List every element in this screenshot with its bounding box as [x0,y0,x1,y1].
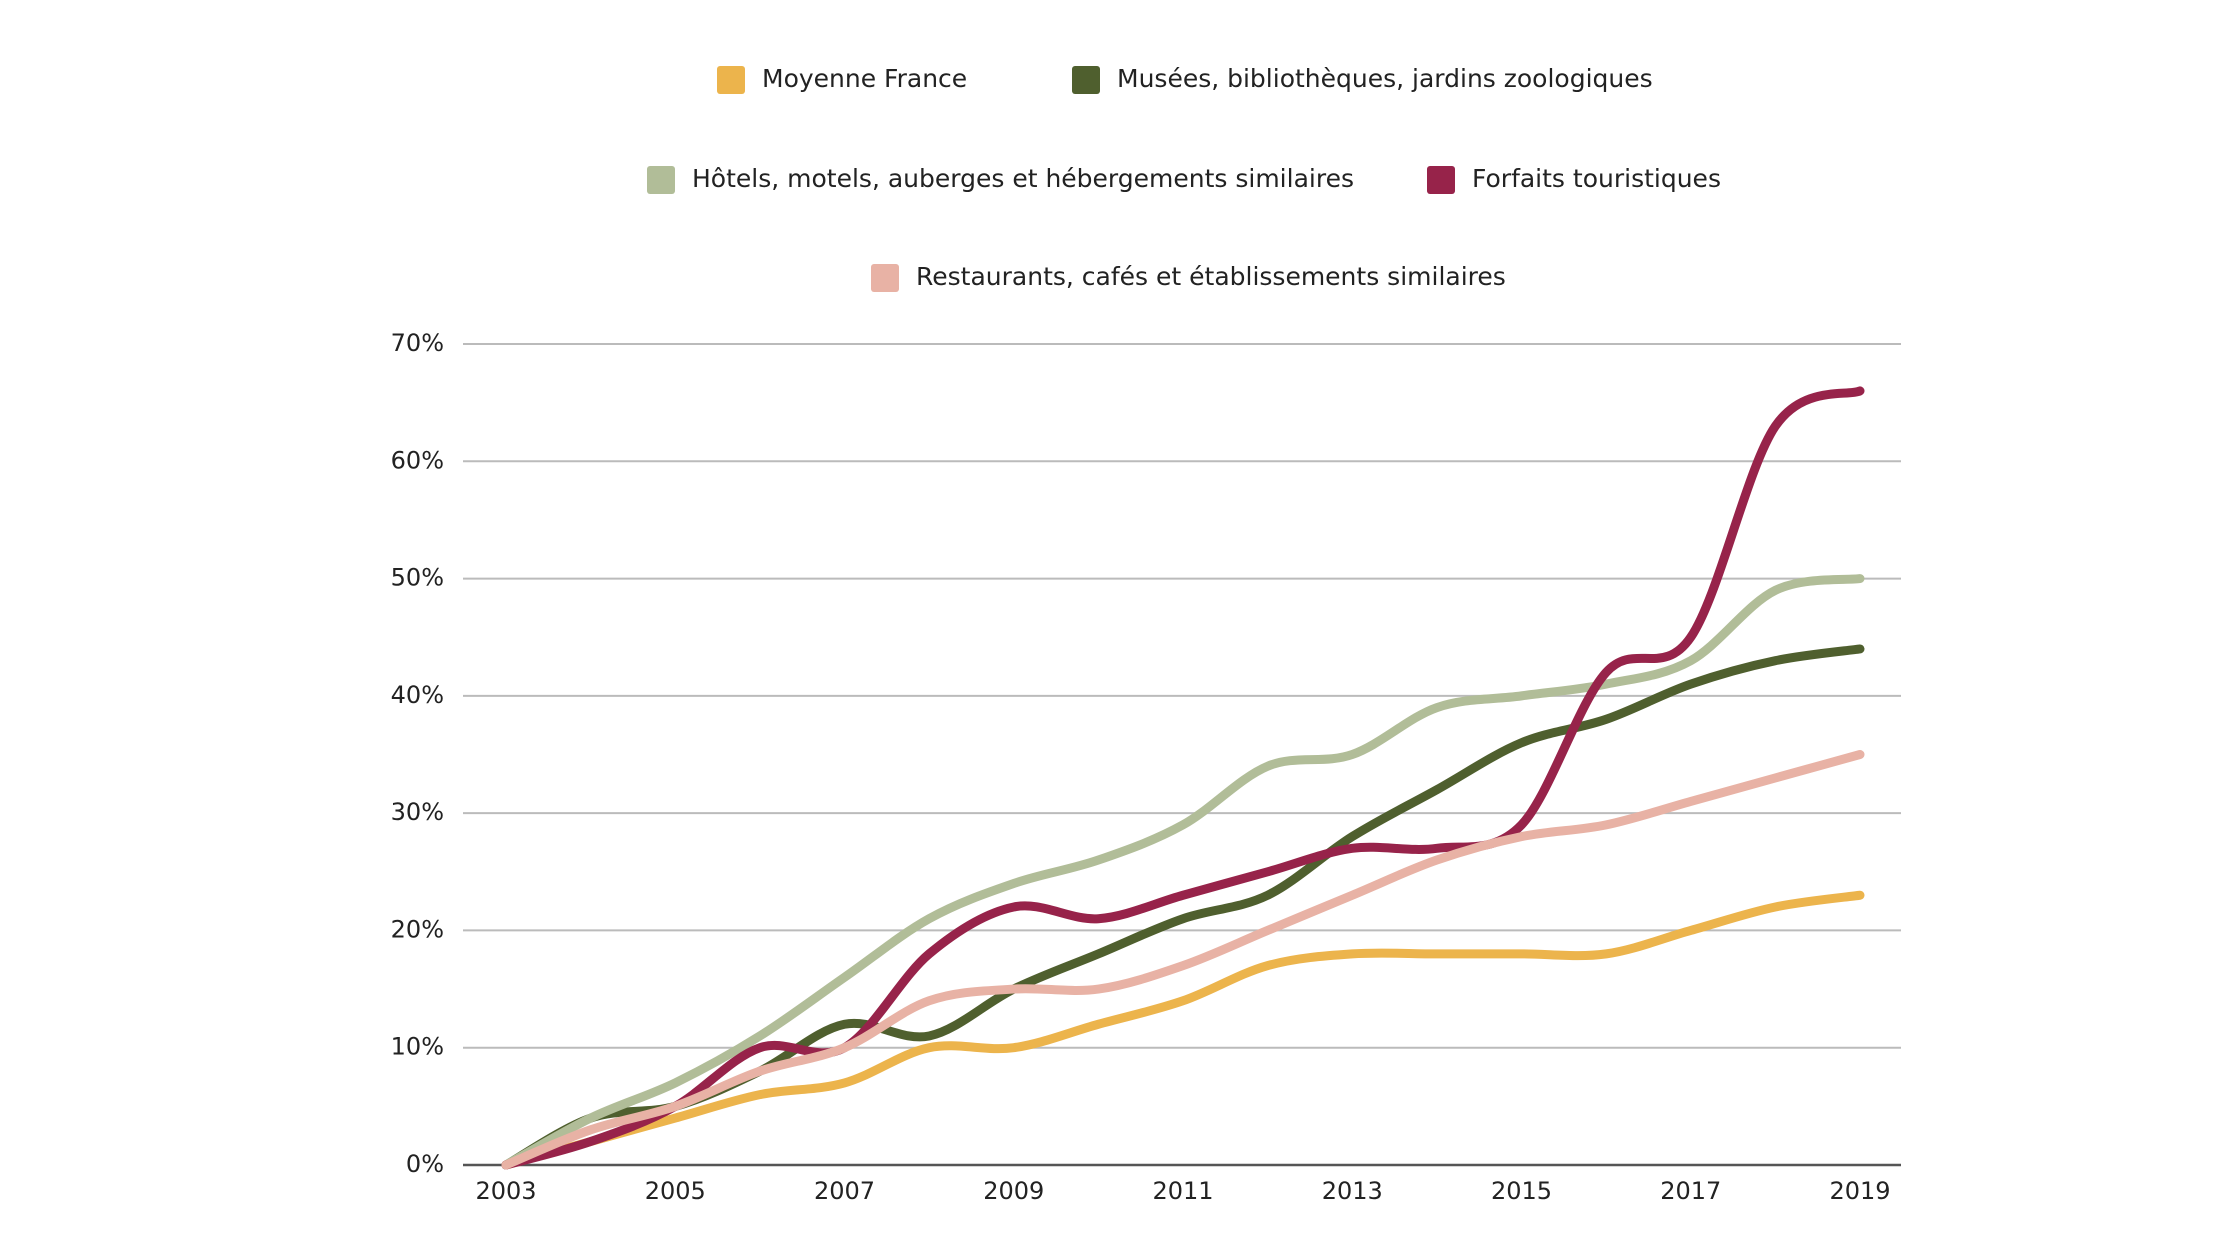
x-tick-label: 2013 [1322,1177,1383,1205]
x-tick-label: 2015 [1491,1177,1552,1205]
y-tick-label: 20% [391,915,444,943]
y-tick-label: 60% [391,446,444,474]
legend-label: Moyenne France [762,64,967,93]
legend-swatch [871,264,899,292]
x-tick-label: 2017 [1660,1177,1721,1205]
x-tick-label: 2007 [814,1177,875,1205]
x-tick-label: 2005 [645,1177,706,1205]
legend-label: Restaurants, cafés et établissements sim… [916,262,1506,291]
x-tick-label: 2009 [983,1177,1044,1205]
series-line [501,890,1865,1170]
y-tick-label: 0% [406,1150,444,1178]
x-tick-label: 2019 [1829,1177,1890,1205]
y-tick-label: 50% [391,564,444,592]
x-tick-label: 2011 [1152,1177,1213,1205]
y-tick-label: 10% [391,1033,444,1061]
legend-swatch [1427,166,1455,194]
legend-swatch [717,66,745,94]
series-line [501,644,1865,1170]
y-tick-label: 30% [391,798,444,826]
series-line [501,750,1865,1170]
y-tick-label: 70% [391,329,444,357]
legend-label: Musées, bibliothèques, jardins zoologiqu… [1117,64,1653,93]
y-tick-label: 40% [391,681,444,709]
legend-label: Forfaits touristiques [1472,164,1721,193]
series-line [501,574,1865,1170]
legend-swatch [1072,66,1100,94]
series-line [501,386,1865,1170]
legend-swatch [647,166,675,194]
x-tick-label: 2003 [475,1177,536,1205]
legend-label: Hôtels, motels, auberges et hébergements… [692,164,1354,193]
